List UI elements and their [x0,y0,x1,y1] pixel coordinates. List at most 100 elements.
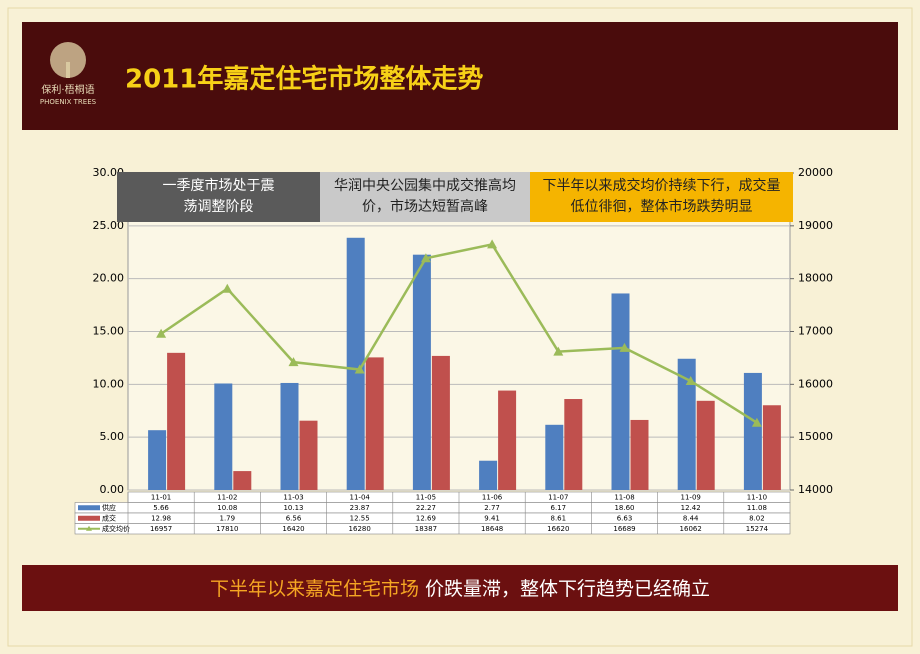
table-value: 2.77 [484,504,500,512]
x-tick-label: 11-10 [747,493,767,501]
bar [743,372,762,490]
y2-tick-label: 15000 [798,430,833,443]
table-value: 12.98 [151,514,171,522]
y-tick-label: 5.00 [100,430,125,443]
x-tick-label: 11-02 [217,493,237,501]
y2-tick-label: 18000 [798,272,833,285]
marker [685,376,696,386]
table-value: 6.56 [286,514,302,522]
bar [280,382,299,490]
annotation-box: 一季度市场处于震荡调整阶段 [117,172,320,222]
table-value: 11.08 [747,504,767,512]
table-row [74,523,791,535]
annotation-box: 下半年以来成交均价持续下行，成交量低位徘徊，整体市场跌势明显 [530,172,793,222]
frame [7,7,913,647]
table-value: 18648 [481,525,503,533]
bar [365,357,384,490]
table-value: 12.69 [416,514,436,522]
marker [354,364,365,374]
y-tick-label: 15.00 [93,325,125,338]
marker [751,417,762,427]
marker [156,328,167,338]
header-band [22,22,898,130]
x-tick-label: 11-05 [416,493,436,501]
bar [431,355,450,490]
annotation: 一季度市场处于震荡调整阶段 [162,178,275,215]
annotation-box: 华润中央公园集中成交推高均价，市场达短暂高峰 [320,172,530,222]
y-tick-label: 25.00 [93,219,125,232]
marker [288,357,299,367]
banner-highlight: 下半年以来嘉定住宅市场 [210,578,419,600]
table-value: 15274 [746,525,769,533]
table-value: 6.63 [617,514,633,522]
bar [498,390,517,490]
table-value: 16280 [349,525,371,533]
bar [630,419,649,490]
x-tick-label: 11-08 [614,493,634,501]
bar [564,399,583,490]
banner-body: 价跌量滞，整体下行趋势已经确立 [419,578,710,600]
table-value: 6.17 [551,504,567,512]
table-value: 17810 [216,525,238,533]
table-value: 12.42 [681,504,701,512]
legend-label: 成交 [102,513,116,522]
y2-tick-label: 19000 [798,219,833,232]
table-value: 1.79 [220,514,236,522]
banner [22,565,898,611]
bar [299,420,318,490]
table-value: 10.08 [217,504,237,512]
table-value: 8.02 [749,514,765,522]
bar [479,460,498,490]
y-tick-label: 0.00 [100,483,125,496]
x-tick-label: 11-04 [350,493,371,501]
bar [762,405,781,490]
legend-label: 成交均价 [102,524,130,533]
x-tick-label: 11-09 [681,493,701,501]
table-value: 10.13 [283,504,303,512]
bar [346,237,365,490]
legend-marker [86,525,92,531]
line [160,243,758,424]
table-value: 18387 [415,525,437,533]
y2-tick-label: 16000 [798,377,833,390]
table-value: 16957 [150,525,172,533]
bar [148,430,167,490]
table-value: 22.27 [416,504,436,512]
logo [50,42,86,78]
x-tick-label: 11-03 [283,493,303,501]
x-tick-label: 11-07 [548,493,568,501]
table-value: 16420 [282,525,304,533]
table-value: 18.60 [614,504,634,512]
legend-swatch [78,515,100,521]
annotation: 华润中央公园集中成交推高均价，市场达短暂高峰 [334,178,516,215]
marker [553,346,564,356]
table-value: 16620 [547,525,569,533]
marker [222,283,233,293]
table-value: 5.66 [153,504,169,512]
y-tick-label: 30.00 [93,166,125,179]
table-value: 9.41 [484,514,500,522]
bar [677,358,696,490]
bar [412,254,431,490]
table-value: 16689 [613,525,635,533]
table-value: 12.55 [350,514,370,522]
legend-label: 供应 [102,503,116,512]
table-value: 8.44 [683,514,699,522]
bar [696,400,715,490]
title: 2011年嘉定住宅市场整体走势 [125,64,483,95]
bar [214,383,233,490]
logo-subtitle: PHOENIX TREES [40,98,97,106]
marker [487,239,498,249]
table-value: 23.87 [350,504,370,512]
x-tick-label: 11-01 [151,493,171,501]
marker [619,342,630,352]
marker [420,253,431,263]
table-value: 16062 [680,525,702,533]
table-value: 8.61 [551,514,567,522]
y2-tick-label: 14000 [798,483,833,496]
annotation: 下半年以来成交均价持续下行，成交量低位徘徊，整体市场跌势明显 [542,178,781,215]
y-tick-label: 10.00 [93,377,125,390]
y2-tick-label: 17000 [798,325,833,338]
bar [167,352,186,490]
